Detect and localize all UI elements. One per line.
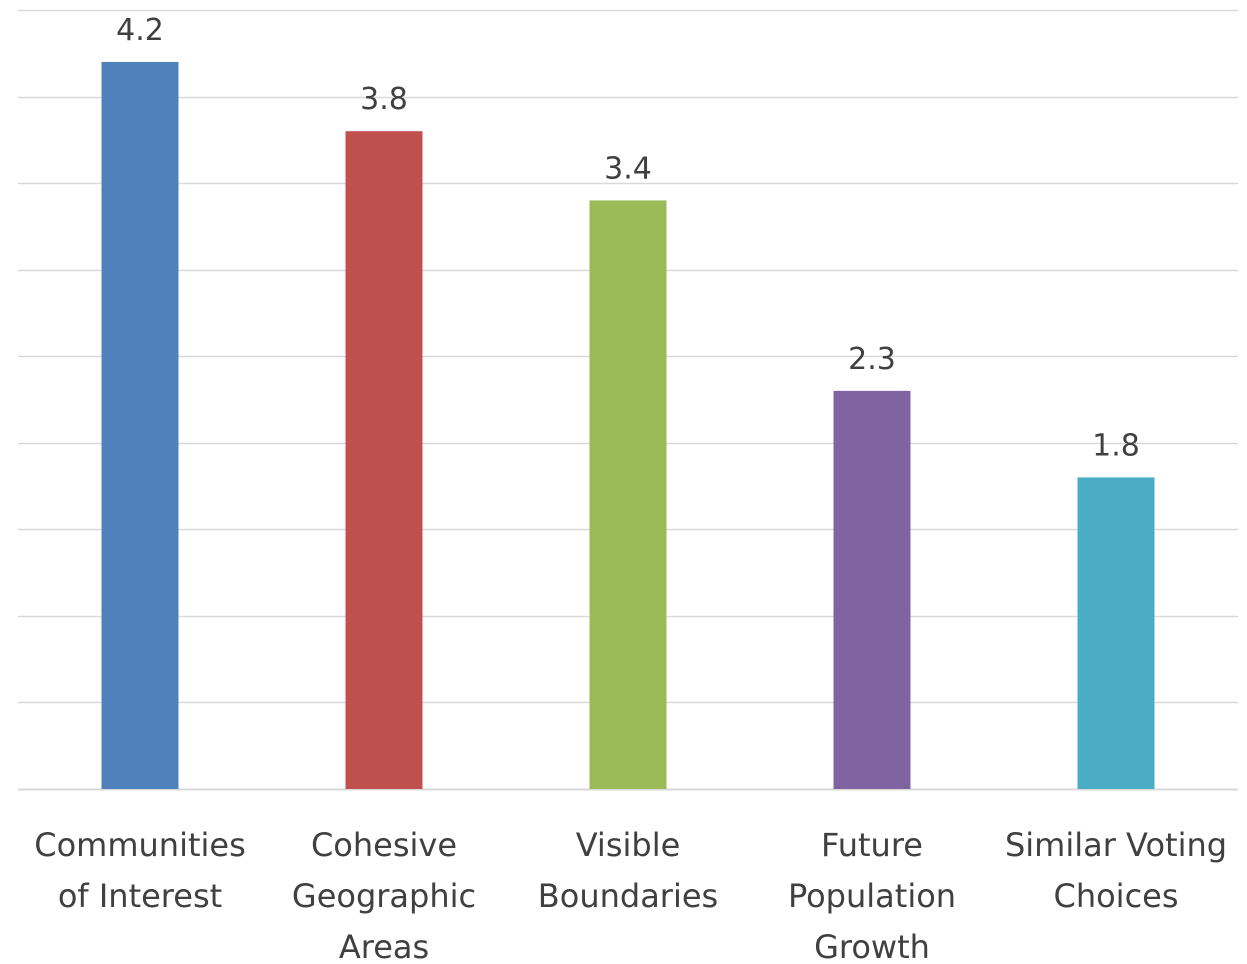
category-label-line: Areas [339, 928, 429, 964]
bar-value-label: 3.8 [360, 82, 408, 117]
category-label: Visible Boundaries [538, 826, 718, 915]
bar [101, 61, 179, 789]
category-label-line: Communities [34, 826, 246, 864]
category-label-line: Similar Voting [1005, 826, 1227, 864]
category-label-line: Cohesive [311, 826, 457, 864]
category-label: Future Population Growth [788, 826, 956, 964]
category-label-line: Growth [814, 928, 930, 964]
category-label-line: Population [788, 877, 956, 915]
category-label: Similar Voting Choices [1005, 826, 1227, 915]
bar [1077, 477, 1155, 789]
category-label-line: Future [821, 826, 923, 864]
bar [345, 131, 423, 789]
category-label-line: Geographic [292, 877, 476, 915]
data-labels: 4.2 3.8 3.4 2.3 1.8 [116, 13, 1140, 463]
bar-value-label: 1.8 [1092, 428, 1140, 463]
category-label: Cohesive Geographic Areas [292, 826, 476, 964]
bar [589, 200, 667, 789]
bar-value-label: 2.3 [848, 342, 896, 377]
bar-value-label: 4.2 [116, 13, 164, 48]
category-label-line: Boundaries [538, 877, 718, 915]
category-label-line: of Interest [58, 877, 222, 915]
bars [101, 61, 1155, 789]
bar [833, 390, 911, 789]
category-labels: Communities of Interest Cohesive Geographic… [34, 826, 1227, 964]
category-label-line: Choices [1053, 877, 1178, 915]
category-label: Communities of Interest [34, 826, 246, 915]
category-label-line: Visible [576, 826, 681, 864]
bar-value-label: 3.4 [604, 151, 652, 186]
